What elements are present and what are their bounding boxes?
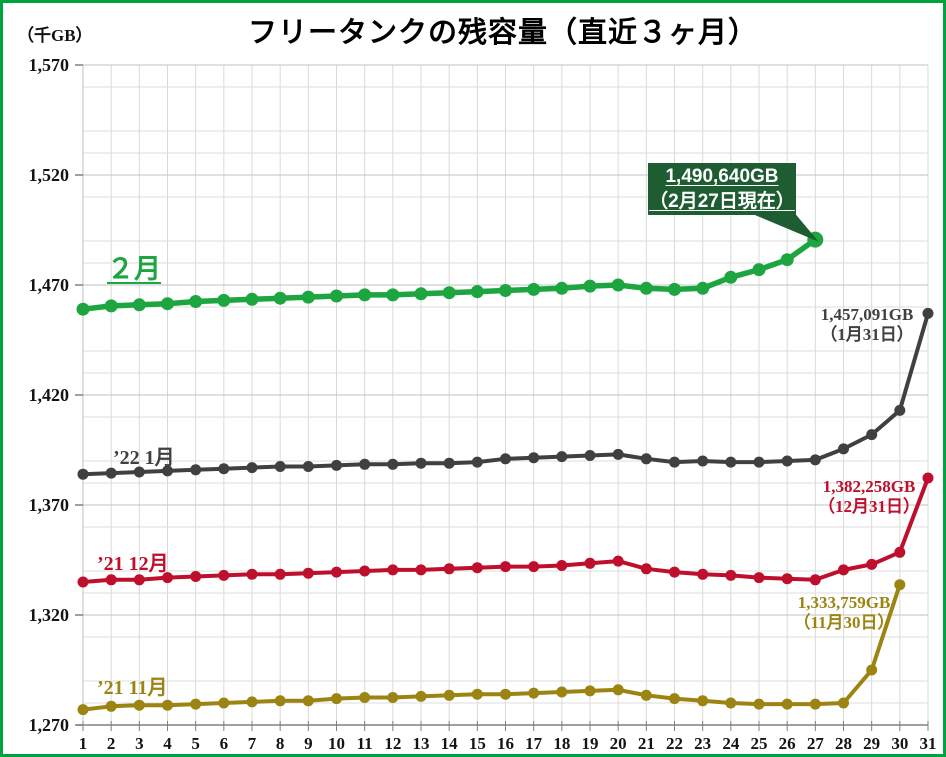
january-end-value: 1,457,091GB [820, 305, 914, 324]
svg-text:8: 8 [276, 734, 285, 753]
svg-text:10: 10 [328, 734, 345, 753]
svg-text:20: 20 [610, 734, 627, 753]
svg-text:7: 7 [248, 734, 257, 753]
svg-text:24: 24 [722, 734, 740, 753]
november-end-value-label: 1,333,759GB （11月30日） [786, 593, 902, 633]
chart-title: フリータンクの残容量（直近３ヶ月） [247, 17, 758, 49]
svg-text:19: 19 [582, 734, 599, 753]
series-label-january: ’22 1月 [113, 447, 175, 469]
callout-current-value: 1,490,640GB [665, 166, 779, 187]
december-end-value: 1,382,258GB [822, 477, 916, 496]
svg-text:31: 31 [920, 734, 937, 753]
svg-text:2: 2 [107, 734, 116, 753]
svg-text:1,420: 1,420 [29, 385, 70, 405]
svg-text:14: 14 [441, 734, 459, 753]
svg-text:5: 5 [191, 734, 200, 753]
svg-text:21: 21 [638, 734, 655, 753]
svg-text:17: 17 [525, 734, 543, 753]
callout-current-date: （2月27日現在） [649, 191, 795, 212]
svg-text:1,520: 1,520 [29, 165, 70, 185]
svg-text:29: 29 [863, 734, 880, 753]
january-end-value-label: 1,457,091GB （1月31日） [809, 305, 925, 345]
november-end-date: （11月30日） [793, 613, 895, 632]
svg-text:27: 27 [807, 734, 825, 753]
svg-text:4: 4 [163, 734, 172, 753]
svg-text:11: 11 [357, 734, 373, 753]
svg-text:18: 18 [553, 734, 570, 753]
svg-text:23: 23 [694, 734, 711, 753]
svg-text:28: 28 [835, 734, 852, 753]
svg-text:1,570: 1,570 [29, 55, 70, 75]
svg-text:9: 9 [304, 734, 313, 753]
svg-text:1,270: 1,270 [29, 715, 70, 735]
svg-text:1: 1 [79, 734, 88, 753]
december-end-value-label: 1,382,258GB （12月31日） [811, 477, 927, 517]
series-label-december: ’21 12月 [97, 553, 169, 575]
series-label-november: ’21 11月 [97, 677, 168, 699]
svg-text:12: 12 [384, 734, 401, 753]
january-end-date: （1月31日） [820, 325, 914, 344]
svg-text:1,470: 1,470 [29, 275, 70, 295]
svg-text:15: 15 [469, 734, 486, 753]
svg-text:1,370: 1,370 [29, 495, 70, 515]
svg-text:3: 3 [135, 734, 144, 753]
y-axis-unit-label: （千GB） [17, 26, 93, 45]
svg-text:13: 13 [413, 734, 430, 753]
callout-bubble: 1,490,640GB （2月27日現在） [648, 163, 796, 215]
svg-text:6: 6 [220, 734, 229, 753]
svg-text:1,320: 1,320 [29, 605, 70, 625]
svg-text:16: 16 [497, 734, 514, 753]
svg-text:30: 30 [891, 734, 908, 753]
svg-text:22: 22 [666, 734, 683, 753]
series-label-february: ２月 [107, 254, 161, 284]
svg-text:26: 26 [779, 734, 796, 753]
svg-text:25: 25 [751, 734, 768, 753]
december-end-date: （12月31日） [818, 497, 920, 516]
november-end-value: 1,333,759GB [797, 593, 891, 612]
